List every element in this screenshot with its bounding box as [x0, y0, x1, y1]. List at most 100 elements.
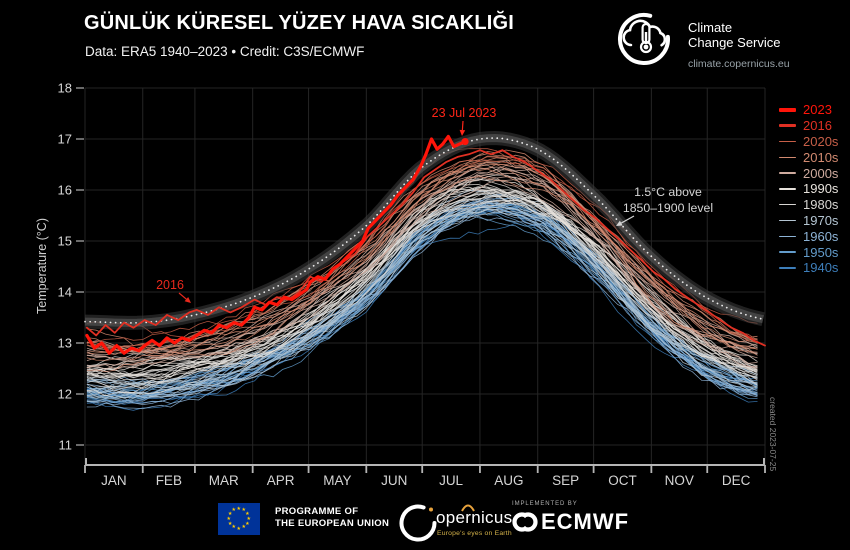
eu-flag: ★ ★ ★ ★ ★ ★ ★ ★ ★ ★ ★ ★ — [218, 503, 260, 535]
ecmwf-wordmark: ECMWF — [541, 509, 630, 534]
legend-swatch-1990s — [779, 188, 796, 190]
year-line-1992 — [86, 200, 758, 397]
legend-label-1960s: 1960s — [803, 228, 839, 244]
legend-item-2000s: 2000s — [779, 165, 838, 181]
chart-legend: 2023 2016 2020s 2010s 2000s 1990s 1980s 1970s 19… — [779, 102, 838, 276]
y-tick-label: 11 — [59, 438, 73, 453]
year-line-1974 — [86, 206, 758, 402]
legend-item-1990s: 1990s — [779, 181, 838, 197]
legend-label-1950s: 1950s — [803, 244, 839, 260]
series-2023-line — [85, 134, 467, 355]
legend-label-2010s: 2010s — [803, 149, 839, 165]
month-label: JAN — [101, 473, 127, 488]
legend-item-2020s: 2020s — [779, 134, 838, 150]
eu-star-icon: ★ — [227, 520, 233, 527]
implemented-by-label: IMPLEMENTED BY — [512, 501, 578, 507]
legend-label-2023: 2023 — [803, 102, 832, 118]
legend-swatch-2023 — [779, 108, 796, 112]
eu-star-icon: ★ — [241, 506, 246, 513]
year-line-2008 — [86, 164, 758, 369]
month-label: JUN — [381, 473, 407, 488]
eu-star-icon: ★ — [246, 515, 251, 522]
c3s-logo: Climate Change Service climate.copernicu… — [614, 6, 790, 70]
eu-star-icon: ★ — [231, 506, 236, 513]
month-label: OCT — [608, 473, 637, 488]
copernicus-tagline: Europe's eyes on Earth — [437, 530, 512, 537]
annotation-threshold-line1: 1.5°C above — [634, 185, 702, 199]
legend-swatch-1980s — [779, 204, 796, 206]
month-label: DEC — [722, 473, 751, 488]
year-line-2019 — [86, 163, 758, 356]
legend-item-1970s: 1970s — [779, 213, 838, 229]
month-label: APR — [267, 473, 295, 488]
legend-item-2023: 2023 — [779, 102, 838, 118]
legend-label-1940s: 1940s — [803, 260, 839, 276]
month-label: SEP — [552, 473, 579, 488]
y-tick-label: 13 — [58, 336, 72, 351]
eu-programme-text: PROGRAMME OF THE EUROPEAN UNION — [275, 506, 389, 529]
legend-swatch-1940s — [779, 267, 796, 269]
legend-item-2016: 2016 — [779, 118, 838, 134]
y-tick-label: 16 — [58, 183, 72, 198]
year-line-2009 — [86, 166, 758, 357]
legend-item-1950s: 1950s — [779, 244, 838, 260]
month-label: JUL — [439, 473, 463, 488]
created-watermark: created 2023-07-25 — [768, 397, 778, 471]
legend-item-1980s: 1980s — [779, 197, 838, 213]
eu-programme-line1: PROGRAMME OF — [275, 506, 359, 517]
eu-star-icon: ★ — [236, 505, 241, 512]
eu-star-icon: ★ — [245, 510, 250, 517]
month-label: AUG — [494, 473, 523, 488]
legend-swatch-1950s — [779, 251, 796, 253]
month-label: MAR — [209, 473, 239, 488]
c3s-url: climate.copernicus.eu — [688, 58, 790, 70]
legend-swatch-2010s — [779, 156, 796, 158]
annotation-threshold-arrow-line — [620, 215, 635, 224]
annotation-peak-label: 23 Jul 2023 — [432, 106, 497, 120]
legend-label-1970s: 1970s — [803, 212, 839, 228]
legend-swatch-1960s — [779, 235, 796, 237]
ecmwf-globe-icon — [512, 512, 538, 532]
month-label: NOV — [665, 473, 694, 488]
ecmwf-logo: IMPLEMENTED BY ECMWF — [512, 501, 629, 535]
legend-item-2010s: 2010s — [779, 149, 838, 165]
y-tick-label: 12 — [58, 387, 72, 402]
eu-programme-line2: THE EUROPEAN UNION — [275, 517, 390, 529]
eu-star-icon: ★ — [231, 524, 236, 531]
y-tick-label: 14 — [58, 285, 72, 300]
copernicus-satellite-icon — [461, 504, 475, 512]
c3s-name-line1: Climate — [688, 20, 733, 35]
eu-star-icon: ★ — [236, 525, 241, 532]
legend-label-1980s: 1980s — [803, 197, 839, 213]
legend-swatch-2020s — [779, 140, 796, 143]
eu-star-icon: ★ — [227, 510, 233, 517]
annotation-threshold-line2: 1850–1900 level — [623, 201, 713, 215]
legend-label-2020s: 2020s — [803, 133, 839, 149]
legend-swatch-1970s — [779, 219, 796, 222]
year-line-2010 — [86, 176, 758, 373]
annotation-2016-arrow-head — [184, 297, 191, 303]
copernicus-wordmark: opernicus — [436, 508, 513, 527]
legend-label-1990s: 1990s — [803, 181, 839, 197]
climate-change-service-icon — [618, 13, 670, 65]
annotation-peak-arrow-head — [459, 129, 466, 136]
legend-label-2016: 2016 — [803, 118, 832, 134]
page-title: GÜNLÜK KÜRESEL YÜZEY HAVA SICAKLIĞI — [84, 12, 515, 34]
year-line-1976 — [86, 211, 758, 396]
copernicus-crescent-icon — [399, 504, 437, 542]
year-line-1971 — [86, 200, 758, 385]
year-line-2011 — [86, 161, 758, 350]
y-axis-title: Temperature (°C) — [35, 218, 49, 314]
eu-star-icon: ★ — [241, 524, 246, 531]
month-label: FEB — [156, 473, 182, 488]
copernicus-logo: opernicus Europe's eyes on Earth — [396, 500, 512, 550]
footer: ★ ★ ★ ★ ★ ★ ★ ★ ★ ★ ★ ★ PROGRAMME OF THE EUROPEAN U… — [0, 497, 850, 550]
year-line-2006 — [86, 160, 758, 362]
legend-item-1940s: 1940s — [779, 260, 838, 276]
legend-swatch-2000s — [779, 172, 796, 174]
year-line-1996 — [86, 189, 758, 381]
year-line-1995 — [86, 192, 758, 380]
annotation-threshold-arrow-head — [616, 220, 623, 226]
